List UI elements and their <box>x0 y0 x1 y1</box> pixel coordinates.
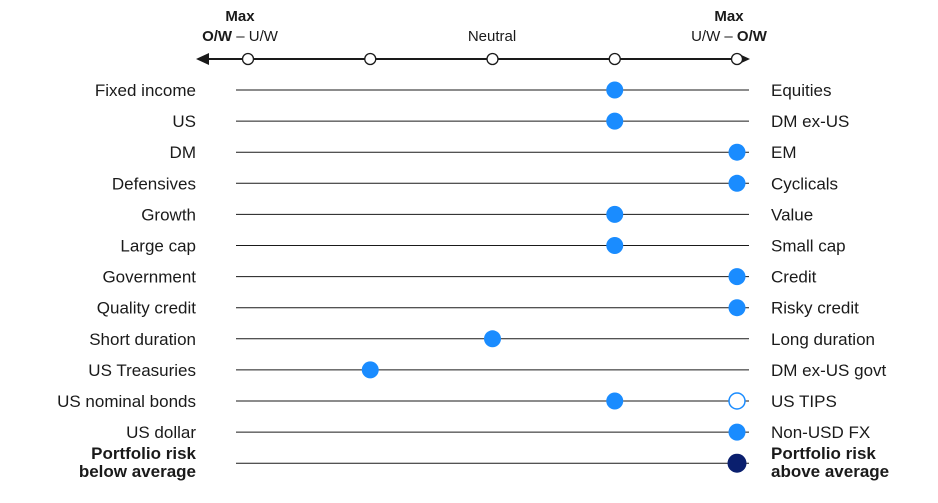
row-marker-10 <box>606 392 624 410</box>
row-marker-7 <box>728 299 746 317</box>
row-right-label-8: Long duration <box>771 330 875 349</box>
row-right-label-12-1: above average <box>771 462 889 481</box>
left-header-max: Max <box>225 8 255 25</box>
row-marker-12 <box>727 453 747 473</box>
row-left-label-8: Short duration <box>89 330 196 349</box>
row-left-label-6: Government <box>102 268 196 287</box>
scale-tick-0 <box>241 52 255 66</box>
row-marker-hollow-10 <box>728 392 746 410</box>
row-right-label-10: US TIPS <box>771 392 837 411</box>
row-marker-5 <box>606 237 624 254</box>
row-marker-0 <box>606 81 624 99</box>
row-right-label-4: Value <box>771 205 813 224</box>
row-right-label-7: Risky credit <box>771 299 859 318</box>
row-right-label-2: EM <box>771 143 797 162</box>
neutral-label: Neutral <box>468 28 516 45</box>
row-right-label-1: DM ex-US <box>771 112 849 131</box>
row-marker-6 <box>728 268 746 286</box>
row-left-label-10: US nominal bonds <box>57 392 196 411</box>
row-right-label-5: Small cap <box>771 237 846 256</box>
row-left-label-2: DM <box>170 143 196 162</box>
row-left-label-3: Defensives <box>112 174 196 193</box>
row-marker-9 <box>361 361 379 379</box>
right-header-max: Max <box>714 8 744 25</box>
row-left-label-9: US Treasuries <box>88 361 196 380</box>
row-right-label-0: Equities <box>771 81 831 100</box>
row-marker-8 <box>484 330 501 348</box>
row-left-label-12-1: below average <box>79 462 196 481</box>
scale-tick-1 <box>364 52 377 66</box>
row-left-label-5: Large cap <box>120 237 196 256</box>
row-right-label-6: Credit <box>771 268 817 287</box>
row-right-label-3: Cyclicals <box>771 174 838 193</box>
row-left-label-7: Quality credit <box>97 299 196 318</box>
right-header-label: U/W – O/W <box>691 28 768 45</box>
scale-tick-2 <box>486 52 499 66</box>
row-left-label-0: Fixed income <box>95 81 196 100</box>
row-left-label-1: US <box>172 112 196 131</box>
row-left-label-12-0: Portfolio risk <box>91 444 196 463</box>
left-arrow-icon <box>196 53 209 65</box>
row-right-label-12-0: Portfolio risk <box>771 444 876 463</box>
row-right-label-9: DM ex-US govt <box>771 361 887 380</box>
row-left-label-11: US dollar <box>126 423 196 442</box>
row-marker-1 <box>606 112 624 130</box>
row-marker-11 <box>728 423 746 441</box>
row-marker-3 <box>728 174 746 192</box>
scale-tick-4 <box>730 52 744 66</box>
row-marker-2 <box>728 143 746 161</box>
scale-tick-3 <box>608 52 621 66</box>
row-left-label-4: Growth <box>141 205 196 224</box>
row-right-label-11: Non-USD FX <box>771 423 870 442</box>
row-marker-4 <box>606 205 624 223</box>
left-header-label: O/W – U/W <box>202 28 279 45</box>
